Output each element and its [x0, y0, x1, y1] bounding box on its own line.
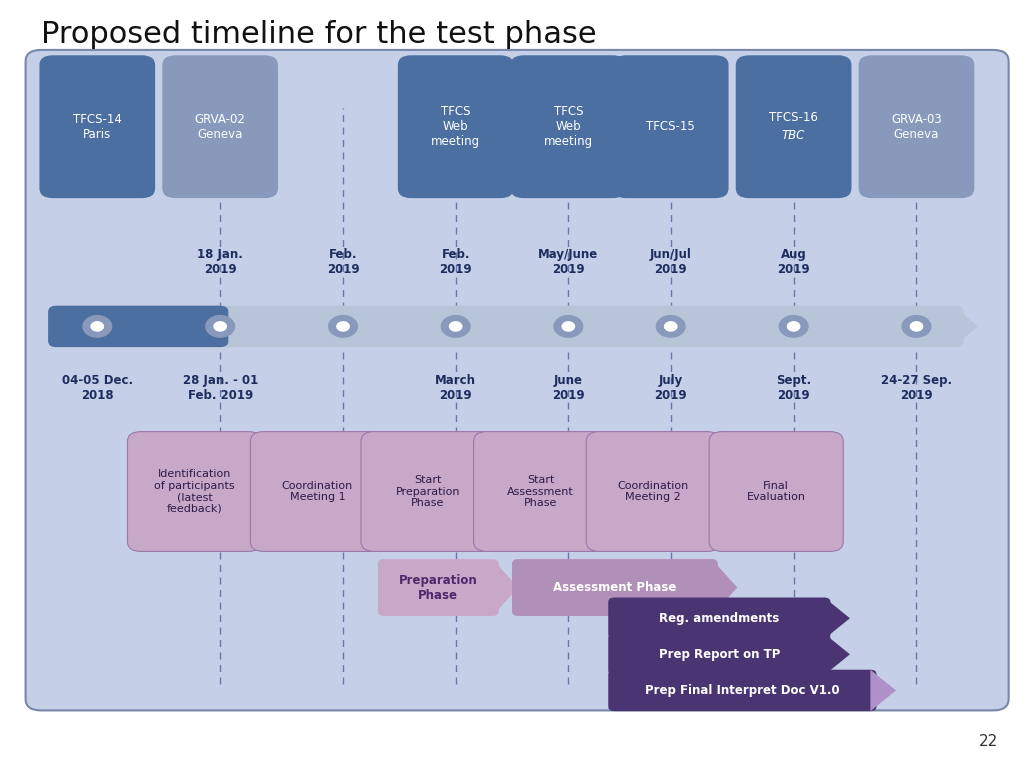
Text: TFCS-14
Paris: TFCS-14 Paris [73, 113, 122, 141]
FancyBboxPatch shape [511, 55, 627, 198]
Text: Prep Final Interpret Doc V1.0: Prep Final Interpret Doc V1.0 [645, 684, 840, 697]
Text: May/June
2019: May/June 2019 [539, 249, 598, 276]
Circle shape [665, 322, 677, 331]
Circle shape [329, 316, 357, 337]
FancyBboxPatch shape [48, 306, 228, 347]
Text: Start
Assessment
Phase: Start Assessment Phase [507, 475, 574, 508]
Text: July
2019: July 2019 [654, 374, 687, 402]
Text: Prep Report on TP: Prep Report on TP [658, 648, 780, 660]
Text: 04-05 Dec.
2018: 04-05 Dec. 2018 [61, 374, 133, 402]
FancyBboxPatch shape [608, 670, 877, 711]
Text: Proposed timeline for the test phase: Proposed timeline for the test phase [41, 20, 597, 49]
Circle shape [902, 316, 931, 337]
Text: GRVA-02
Geneva: GRVA-02 Geneva [195, 113, 246, 141]
Text: Coordination
Meeting 2: Coordination Meeting 2 [617, 481, 689, 502]
Text: Aug
2019: Aug 2019 [777, 249, 810, 276]
Circle shape [206, 316, 234, 337]
Text: Preparation
Phase: Preparation Phase [399, 574, 477, 601]
Text: 18 Jan.
2019: 18 Jan. 2019 [198, 249, 243, 276]
FancyBboxPatch shape [512, 559, 718, 616]
FancyBboxPatch shape [612, 55, 729, 198]
Polygon shape [824, 598, 850, 639]
Polygon shape [493, 559, 518, 616]
Text: 22: 22 [979, 733, 998, 749]
FancyBboxPatch shape [162, 55, 278, 198]
Circle shape [779, 316, 808, 337]
FancyBboxPatch shape [608, 598, 830, 639]
Text: 24-27 Sep.
2019: 24-27 Sep. 2019 [881, 374, 952, 402]
Text: TFCS-16: TFCS-16 [769, 111, 818, 124]
Circle shape [337, 322, 349, 331]
Circle shape [83, 316, 112, 337]
FancyBboxPatch shape [735, 55, 852, 198]
FancyBboxPatch shape [709, 432, 844, 551]
FancyBboxPatch shape [473, 432, 608, 551]
Circle shape [656, 316, 685, 337]
Text: TFCS
Web
meeting: TFCS Web meeting [544, 105, 593, 148]
Text: Assessment Phase: Assessment Phase [553, 581, 677, 594]
Text: TFCS
Web
meeting: TFCS Web meeting [431, 105, 480, 148]
Text: TBC: TBC [782, 130, 805, 142]
Circle shape [562, 322, 574, 331]
Text: Coordination
Meeting 1: Coordination Meeting 1 [282, 481, 353, 502]
Text: Reg. amendments: Reg. amendments [659, 612, 779, 624]
Circle shape [91, 322, 103, 331]
FancyBboxPatch shape [378, 559, 499, 616]
FancyBboxPatch shape [26, 50, 1009, 710]
Text: GRVA-03
Geneva: GRVA-03 Geneva [891, 113, 942, 141]
Circle shape [214, 322, 226, 331]
Text: Feb.
2019: Feb. 2019 [439, 249, 472, 276]
Polygon shape [955, 307, 978, 346]
Text: June
2019: June 2019 [552, 374, 585, 402]
Text: Start
Preparation
Phase: Start Preparation Phase [396, 475, 460, 508]
FancyBboxPatch shape [250, 432, 385, 551]
Polygon shape [712, 559, 737, 616]
FancyBboxPatch shape [40, 55, 156, 198]
FancyBboxPatch shape [608, 634, 830, 675]
Circle shape [441, 316, 470, 337]
Text: Final
Evaluation: Final Evaluation [746, 481, 806, 502]
FancyBboxPatch shape [858, 55, 975, 198]
FancyBboxPatch shape [360, 432, 496, 551]
Text: TFCS-15: TFCS-15 [646, 121, 695, 133]
Text: Jun/Jul
2019: Jun/Jul 2019 [650, 249, 691, 276]
FancyBboxPatch shape [397, 55, 514, 198]
FancyBboxPatch shape [48, 306, 964, 347]
Circle shape [554, 316, 583, 337]
Polygon shape [870, 670, 896, 711]
Circle shape [910, 322, 923, 331]
Text: 28 Jan. - 01
Feb. 2019: 28 Jan. - 01 Feb. 2019 [182, 374, 258, 402]
Polygon shape [824, 634, 850, 675]
FancyBboxPatch shape [128, 432, 262, 551]
Circle shape [787, 322, 800, 331]
Circle shape [450, 322, 462, 331]
FancyBboxPatch shape [586, 432, 721, 551]
Text: Sept.
2019: Sept. 2019 [776, 374, 811, 402]
Text: Feb.
2019: Feb. 2019 [327, 249, 359, 276]
Text: Identification
of participants
(latest
feedback): Identification of participants (latest f… [155, 469, 234, 514]
Text: March
2019: March 2019 [435, 374, 476, 402]
